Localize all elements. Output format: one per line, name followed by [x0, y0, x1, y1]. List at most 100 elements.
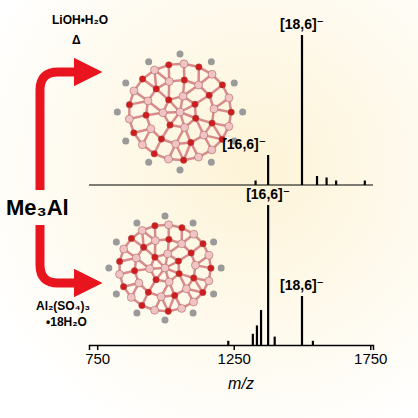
methyl: [177, 51, 184, 58]
methyl: [177, 167, 184, 174]
peak: [312, 341, 314, 345]
atom: [179, 225, 185, 231]
methyl: [239, 109, 246, 116]
peak: [227, 341, 229, 345]
atom: [130, 87, 138, 95]
atom: [205, 251, 213, 259]
atom: [152, 223, 158, 229]
atom: [192, 101, 198, 107]
methyl: [114, 109, 121, 116]
peak-label: [16,6]⁻: [222, 136, 266, 152]
peak: [364, 181, 366, 186]
peak: [301, 35, 303, 185]
methyl: [145, 159, 152, 166]
atom: [176, 108, 184, 116]
peak: [325, 178, 327, 186]
peak: [254, 181, 256, 186]
atom: [127, 293, 135, 301]
atom: [188, 139, 194, 145]
peak: [252, 334, 254, 345]
atom: [176, 270, 182, 276]
methyl: [208, 159, 215, 166]
reagent: Δ: [72, 33, 81, 47]
atom: [195, 153, 203, 161]
atom: [151, 66, 159, 74]
atom: [208, 265, 214, 271]
atom: [191, 261, 199, 269]
arrow: [40, 72, 88, 190]
tick: 1250: [218, 345, 251, 367]
peak-label: [18,6]⁻: [280, 277, 324, 293]
atom: [196, 64, 202, 70]
atom: [116, 258, 122, 264]
methyl: [122, 138, 129, 145]
peak-label: [18,6]⁻: [280, 16, 324, 32]
atom: [171, 292, 177, 298]
tick-label: 1250: [218, 350, 251, 367]
atom: [126, 101, 132, 107]
methyl: [208, 58, 215, 65]
methyl: [113, 239, 120, 246]
atom: [153, 86, 159, 92]
methyl: [105, 265, 112, 272]
atom: [147, 125, 155, 133]
atom: [164, 155, 172, 163]
atom: [165, 278, 173, 286]
atom: [205, 277, 213, 285]
atom: [157, 293, 165, 301]
peaks: [256, 35, 365, 185]
atom: [210, 105, 218, 113]
reactant: Me₃Al: [6, 195, 69, 220]
atom: [120, 245, 128, 253]
atom: [131, 130, 137, 136]
atom: [151, 306, 159, 314]
methyl: [122, 80, 129, 87]
methyl: [210, 239, 217, 246]
atom: [166, 97, 172, 103]
structure: [114, 51, 246, 174]
atom: [181, 77, 187, 83]
atom: [172, 140, 180, 148]
atom: [166, 236, 172, 242]
atom: [167, 122, 173, 128]
atom: [165, 77, 173, 85]
methyl: [145, 58, 152, 65]
atom: [188, 250, 194, 256]
methyl: [133, 310, 140, 317]
tick-label: 750: [85, 350, 110, 367]
atom: [139, 76, 145, 82]
tick: 750: [85, 345, 110, 367]
peak: [260, 310, 262, 345]
atom: [143, 112, 149, 118]
atom: [182, 285, 190, 293]
background: [0, 0, 418, 418]
atom: [180, 157, 186, 163]
atom: [193, 115, 199, 121]
x-axis-label: m/z: [228, 375, 254, 392]
atom: [165, 308, 171, 314]
peak: [335, 181, 337, 186]
x-axis: 750 1250 1750: [85, 345, 387, 367]
peak: [267, 205, 269, 345]
atom: [120, 283, 126, 289]
peak: [274, 337, 276, 345]
peak: [256, 325, 258, 345]
tick: 1750: [354, 345, 387, 367]
atom: [138, 226, 146, 234]
atom: [208, 146, 216, 154]
methyl: [113, 291, 120, 298]
peak-label: [16,6]⁻: [246, 186, 290, 202]
reagent: •18H₂O: [46, 315, 87, 329]
atom: [161, 264, 169, 272]
atom: [116, 270, 124, 278]
atom: [138, 141, 146, 149]
methyl: [133, 219, 140, 226]
arrow: [40, 225, 88, 283]
atom: [131, 268, 137, 274]
atom: [225, 122, 233, 130]
atom: [125, 115, 133, 123]
peaks: [228, 205, 313, 345]
atom: [178, 240, 186, 248]
reagent: Al₂(SO₄)₃: [36, 299, 90, 313]
atom: [180, 60, 188, 68]
